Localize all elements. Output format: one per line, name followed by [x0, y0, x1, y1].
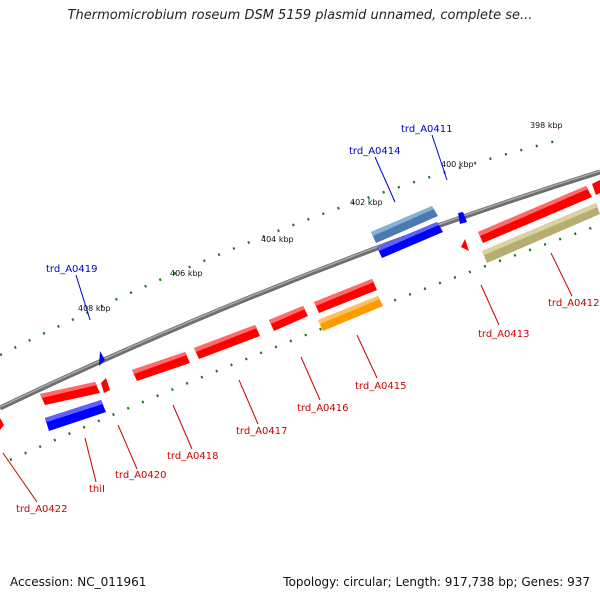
- leader-trd-a0415: [356, 334, 378, 379]
- label-trd-a0415: trd_A0415: [355, 381, 407, 392]
- leader-trd-a0411: [431, 134, 448, 181]
- tick-label-406kbp: 406 kbp: [170, 269, 203, 278]
- gene-trd-a0414-outer-highlight: [371, 206, 434, 236]
- gene-trd-a0412-highlight: [482, 203, 598, 255]
- gene-trd-a0415-highlight: [318, 296, 380, 324]
- gene-trd-a0418-highlight: [132, 352, 187, 374]
- gene-trd-a0411[interactable]: [458, 212, 467, 224]
- genome-backbone-highlight: [0, 170, 600, 408]
- gene-trd-a0418[interactable]: [132, 352, 190, 381]
- gene-trd-a0415-outer[interactable]: [314, 279, 377, 313]
- gene-trd-a0415-outer-highlight: [314, 279, 374, 306]
- label-trd-a0417: trd_A0417: [236, 426, 288, 437]
- leader-thil: [84, 437, 97, 483]
- gene-thil-highlight: [45, 400, 103, 422]
- label-trd-a0413: trd_A0413: [478, 329, 530, 340]
- accession-text: Accession: NC_011961: [10, 575, 147, 589]
- tick-label-402kbp: 402 kbp: [350, 198, 383, 207]
- gene-trd-a0416[interactable]: [269, 306, 308, 331]
- tick-label-398kbp: 398 kbp: [530, 121, 563, 130]
- leader-trd-a0419: [75, 274, 91, 321]
- inner-tick-track: [9, 223, 600, 462]
- label-trd-a0411: trd_A0411: [401, 124, 453, 135]
- leader-trd-a0418: [172, 404, 193, 450]
- label-trd-a0416: trd_A0416: [297, 403, 349, 414]
- gene-thil-outer-highlight: [40, 382, 97, 398]
- label-trd-a0418: trd_A0418: [167, 451, 219, 462]
- label-trd-a0420: trd_A0420: [115, 470, 167, 481]
- topology-text: Topology: circular; Length: 917,738 bp; …: [283, 575, 590, 589]
- gene-trd-a0413[interactable]: [461, 239, 469, 251]
- tick-label-408kbp: 408 kbp: [78, 304, 111, 313]
- label-trd-a0412: trd_A0412: [548, 298, 600, 309]
- leader-trd-a0412: [550, 252, 573, 297]
- gene-trd-a0420[interactable]: [101, 378, 110, 393]
- gene-trd-a0414-inner-highlight: [377, 222, 439, 251]
- label-trd-a0419: trd_A0419: [46, 264, 98, 275]
- gene-trd-a0422[interactable]: [0, 418, 4, 430]
- tick-label-400kbp: 400 kbp: [441, 160, 474, 169]
- leader-trd-a0414: [374, 156, 396, 203]
- tick-label-404kbp: 404 kbp: [261, 235, 294, 244]
- gene-trd-a0415[interactable]: [318, 296, 383, 331]
- gene-trd-a0416-highlight: [269, 306, 305, 324]
- gene-trd-a0414-inner[interactable]: [377, 222, 443, 258]
- leader-trd-a0413: [480, 284, 500, 326]
- gene-next-outer[interactable]: [592, 180, 600, 195]
- leader-trd-a0420: [117, 424, 138, 470]
- genome-backbone: [0, 169, 600, 411]
- leader-trd-a0416: [300, 356, 321, 401]
- gene-trd-a0419[interactable]: [99, 351, 105, 366]
- gene-trd-a0417[interactable]: [194, 325, 260, 359]
- gene-trd-a0414-outer[interactable]: [371, 206, 438, 243]
- label-thil: thiI: [89, 484, 105, 495]
- leader-trd-a0422: [2, 452, 38, 503]
- map-title: Thermomicrobium roseum DSM 5159 plasmid …: [67, 8, 533, 23]
- gene-trd-a0417-highlight: [194, 325, 257, 352]
- gene-trd-a0412-outer[interactable]: [478, 186, 592, 243]
- label-trd-a0414: trd_A0414: [349, 146, 401, 157]
- gene-trd-a0412-outer-highlight: [478, 186, 588, 236]
- leader-trd-a0417: [238, 379, 259, 425]
- label-trd-a0422: trd_A0422: [16, 504, 68, 515]
